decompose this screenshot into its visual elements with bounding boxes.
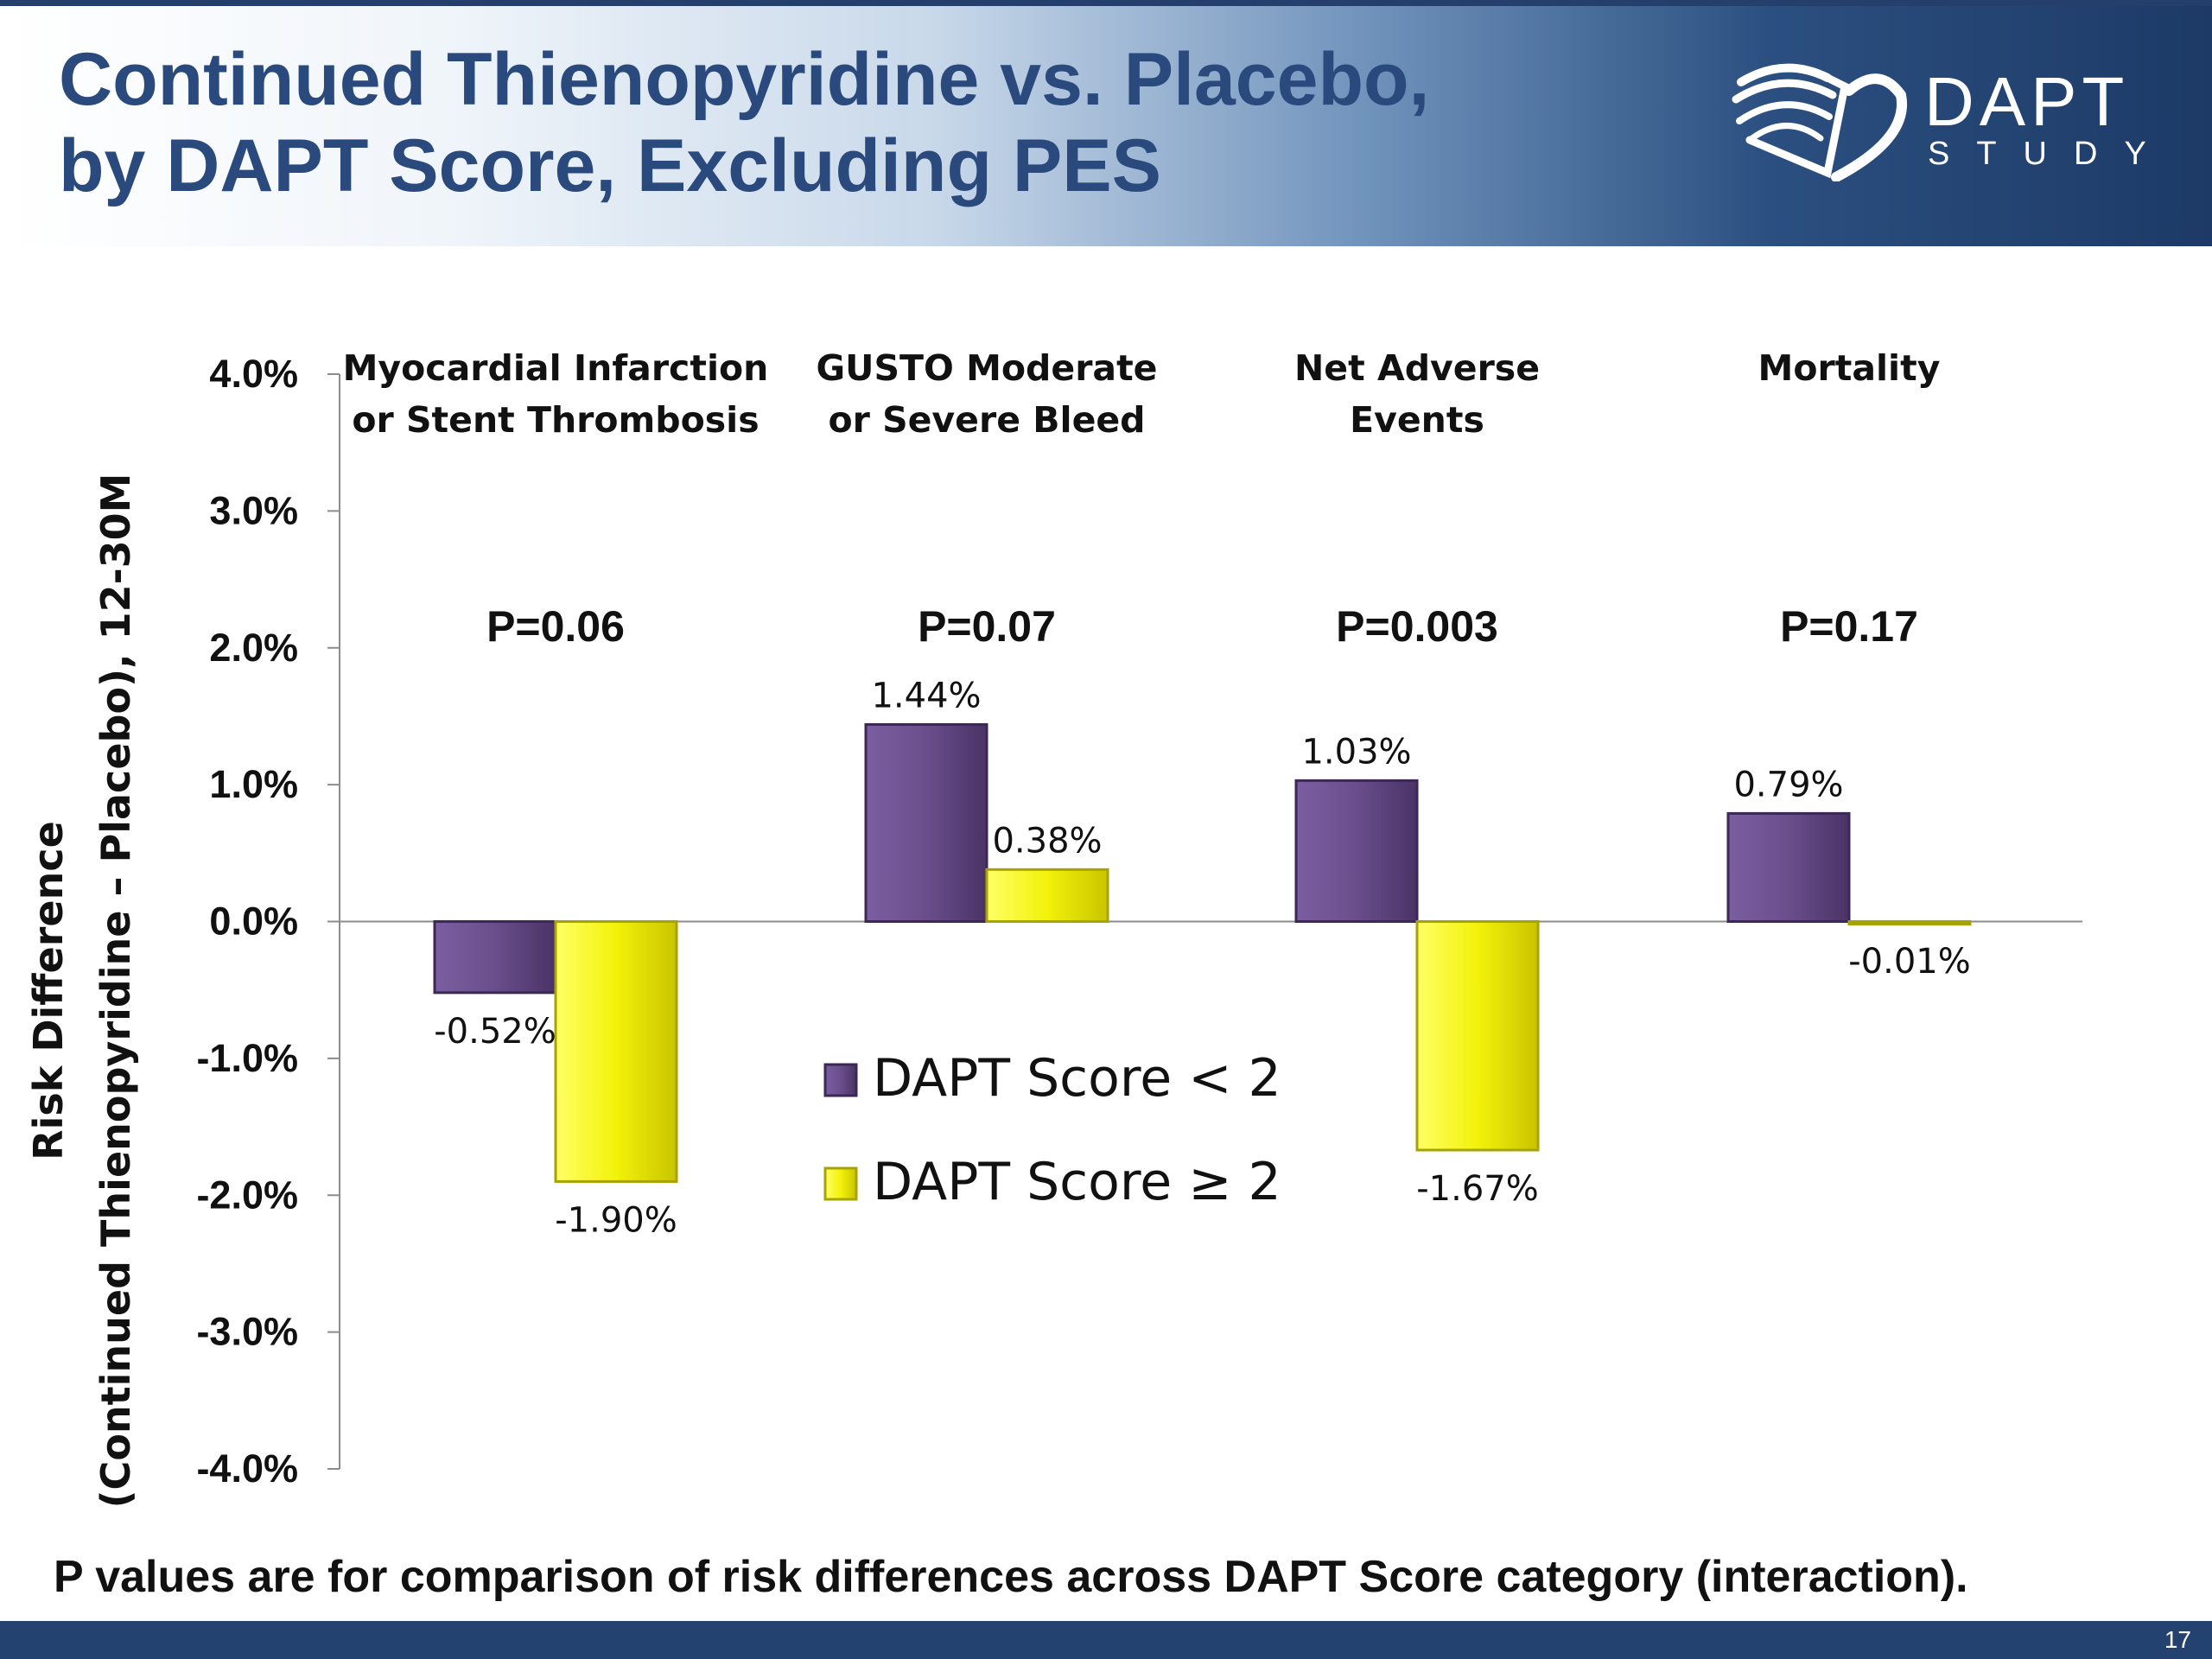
y-axis-title: Risk Difference (Continued Thienopyridine… [25, 474, 139, 1509]
logo-sub: STUDY [1928, 136, 2173, 172]
legend-swatch [823, 1166, 858, 1201]
bar [864, 722, 988, 923]
slide-title: Continued Thienopyridine vs. Placebo, by… [59, 36, 1429, 209]
y-tick-label: 0.0% [209, 899, 298, 944]
bar [1415, 920, 1540, 1152]
legend-label: DAPT Score < 2 [873, 1048, 1281, 1109]
y-axis-title-line2: (Continued Thienopyridine – Placebo), 12… [92, 474, 139, 1509]
y-tick-label: -3.0% [196, 1310, 298, 1354]
p-value-label: P=0.07 [918, 602, 1056, 651]
p-value-label: P=0.06 [486, 602, 625, 651]
heart-stent-icon [1732, 63, 1908, 181]
y-tick-label: -2.0% [196, 1173, 298, 1217]
legend-swatch [823, 1063, 858, 1097]
bar [1847, 920, 1972, 925]
bar [554, 920, 678, 1183]
logo-word: DAPT [1924, 63, 2129, 140]
category-title: GUSTO Moderate [817, 347, 1158, 389]
data-label: 0.79% [1733, 765, 1843, 804]
footnote: P values are for comparison of risk diff… [54, 1552, 1968, 1602]
y-tick-label: 1.0% [209, 762, 298, 806]
risk-difference-chart: 4.0% 3.0% 2.0% 1.0% 0.0% -1.0% -2.0% -3.0% -4.0%… [25, 347, 2082, 1508]
slide-number: 17 [2164, 1626, 2191, 1653]
category-title: Net Adverse [1294, 347, 1540, 389]
data-label: 1.44% [871, 676, 981, 715]
header-topline [0, 0, 2212, 6]
data-label: -0.01% [1848, 942, 1971, 982]
data-label: -1.90% [555, 1200, 677, 1240]
slide-header: Continued Thienopyridine vs. Placebo, by… [0, 0, 2212, 246]
slide-title-line2: by DAPT Score, Excluding PES [59, 124, 1161, 207]
y-axis-title-line1: Risk Difference [25, 821, 72, 1160]
bottom-bar: 17 [0, 1621, 2212, 1659]
y-tick-label: 3.0% [209, 488, 298, 532]
y-tick-label: 4.0% [209, 352, 298, 396]
dapt-study-logo: DAPT STUDY [1732, 63, 2173, 181]
bar [433, 920, 557, 995]
y-tick-label: -1.0% [196, 1036, 298, 1080]
category-title: or Severe Bleed [828, 399, 1145, 441]
slide-title-line1: Continued Thienopyridine vs. Placebo, [59, 38, 1430, 121]
data-label: 0.38% [992, 821, 1102, 861]
bar [1726, 811, 1851, 923]
bar [1294, 779, 1419, 924]
data-label: -0.52% [434, 1012, 556, 1052]
p-value-label: P=0.003 [1336, 602, 1498, 651]
y-tick-label: -4.0% [196, 1446, 298, 1491]
labels: Myocardial Infarction or Stent Thrombosis… [343, 347, 1971, 1240]
data-label: 1.03% [1301, 732, 1411, 772]
legend: DAPT Score < 2 DAPT Score ≥ 2 [823, 1048, 1281, 1212]
p-value-label: P=0.17 [1780, 602, 1918, 651]
category-title: Myocardial Infarction [343, 347, 769, 389]
legend-label: DAPT Score ≥ 2 [873, 1152, 1281, 1212]
category-title: or Stent Thrombosis [352, 399, 759, 441]
category-title: Events [1350, 399, 1484, 441]
axes: 4.0% 3.0% 2.0% 1.0% 0.0% -1.0% -2.0% -3.0% -4.0%… [25, 352, 2082, 1508]
y-tick-label: 2.0% [209, 626, 298, 670]
bars [433, 722, 1972, 1183]
bar [985, 868, 1109, 924]
data-label: -1.67% [1416, 1169, 1539, 1209]
category-title: Mortality [1758, 347, 1941, 389]
